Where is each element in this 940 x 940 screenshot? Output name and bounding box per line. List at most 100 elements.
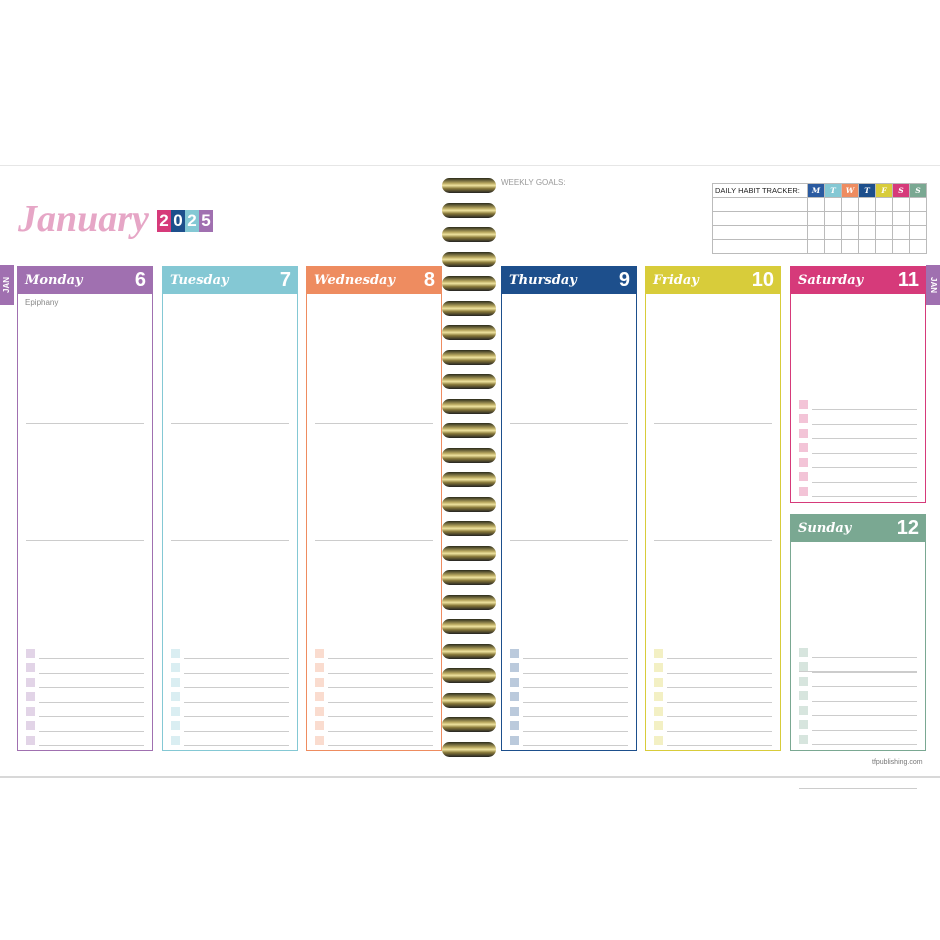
- checklist-item[interactable]: [510, 675, 628, 689]
- checklist-item[interactable]: [654, 661, 772, 675]
- checkbox[interactable]: [654, 663, 663, 672]
- checklist-item[interactable]: [510, 661, 628, 675]
- checkbox[interactable]: [26, 692, 35, 701]
- checkbox[interactable]: [799, 647, 808, 657]
- habit-check-cell[interactable]: [858, 211, 876, 226]
- checkbox[interactable]: [171, 706, 180, 716]
- checkbox[interactable]: [171, 735, 180, 745]
- habit-name-cell[interactable]: [712, 197, 808, 212]
- checkbox[interactable]: [654, 692, 663, 701]
- checklist-item[interactable]: [510, 690, 628, 704]
- habit-check-cell[interactable]: [875, 239, 893, 254]
- habit-name-cell[interactable]: [712, 211, 808, 226]
- checkbox[interactable]: [315, 677, 324, 687]
- checklist-item[interactable]: [315, 719, 433, 733]
- checkbox[interactable]: [315, 735, 324, 745]
- checklist-item[interactable]: [315, 690, 433, 704]
- checkbox[interactable]: [26, 663, 35, 672]
- checklist-item[interactable]: [799, 426, 917, 440]
- checkbox[interactable]: [171, 648, 180, 658]
- checkbox[interactable]: [26, 721, 35, 730]
- checkbox[interactable]: [510, 721, 519, 730]
- day-box-thursday[interactable]: Thursday 9: [501, 266, 637, 751]
- checklist-item[interactable]: [171, 675, 289, 689]
- day-box-friday[interactable]: Friday 10: [645, 266, 781, 751]
- checkbox[interactable]: [510, 663, 519, 672]
- checkbox[interactable]: [510, 648, 519, 658]
- habit-check-cell[interactable]: [841, 239, 859, 254]
- checkbox[interactable]: [799, 705, 808, 715]
- checklist-item[interactable]: [26, 646, 144, 660]
- checkbox[interactable]: [26, 735, 35, 745]
- checklist-item[interactable]: [799, 660, 917, 674]
- habit-check-cell[interactable]: [892, 225, 910, 240]
- checklist-item[interactable]: [654, 704, 772, 718]
- habit-check-cell[interactable]: [824, 211, 842, 226]
- day-box-monday[interactable]: Monday 6 Epiphany: [17, 266, 153, 751]
- checkbox[interactable]: [510, 735, 519, 745]
- checklist-item[interactable]: [799, 484, 917, 498]
- checkbox[interactable]: [799, 676, 808, 686]
- checklist-item[interactable]: [654, 719, 772, 733]
- checkbox[interactable]: [799, 443, 808, 452]
- checklist-item[interactable]: [26, 661, 144, 675]
- checkbox[interactable]: [799, 472, 808, 481]
- checklist-item[interactable]: [799, 674, 917, 688]
- habit-check-cell[interactable]: [909, 211, 927, 226]
- habit-check-cell[interactable]: [875, 225, 893, 240]
- habit-check-cell[interactable]: [807, 225, 825, 240]
- checklist-item[interactable]: [510, 704, 628, 718]
- habit-check-cell[interactable]: [807, 197, 825, 212]
- checkbox[interactable]: [799, 734, 808, 744]
- checkbox[interactable]: [315, 663, 324, 672]
- checkbox[interactable]: [654, 648, 663, 658]
- checkbox[interactable]: [171, 677, 180, 687]
- habit-check-cell[interactable]: [824, 239, 842, 254]
- day-box-sunday[interactable]: Sunday 12: [790, 514, 926, 789]
- checklist-item[interactable]: [26, 675, 144, 689]
- habit-name-cell[interactable]: [712, 239, 808, 254]
- checkbox[interactable]: [315, 692, 324, 701]
- day-box-wednesday[interactable]: Wednesday 8: [306, 266, 442, 751]
- checklist-item[interactable]: [799, 412, 917, 426]
- checkbox[interactable]: [654, 677, 663, 687]
- habit-check-cell[interactable]: [875, 211, 893, 226]
- checklist-item[interactable]: [654, 646, 772, 660]
- day-box-tuesday[interactable]: Tuesday 7: [162, 266, 298, 751]
- habit-check-cell[interactable]: [892, 211, 910, 226]
- checklist-item[interactable]: [315, 704, 433, 718]
- month-tab-left[interactable]: JAN: [0, 265, 14, 305]
- checklist-item[interactable]: [654, 675, 772, 689]
- habit-check-cell[interactable]: [807, 239, 825, 254]
- habit-check-cell[interactable]: [858, 239, 876, 254]
- checklist-item[interactable]: [26, 719, 144, 733]
- checklist-item[interactable]: [26, 704, 144, 718]
- checkbox[interactable]: [171, 692, 180, 701]
- checklist-item[interactable]: [654, 690, 772, 704]
- checklist-item[interactable]: [315, 675, 433, 689]
- habit-check-cell[interactable]: [841, 211, 859, 226]
- checkbox[interactable]: [510, 677, 519, 687]
- checkbox[interactable]: [654, 721, 663, 730]
- habit-check-cell[interactable]: [807, 211, 825, 226]
- checklist-item[interactable]: [171, 704, 289, 718]
- habit-check-cell[interactable]: [841, 197, 859, 212]
- habit-check-cell[interactable]: [909, 225, 927, 240]
- checkbox[interactable]: [654, 706, 663, 716]
- checkbox[interactable]: [510, 692, 519, 701]
- checklist-item[interactable]: [799, 455, 917, 469]
- checklist-item[interactable]: [799, 441, 917, 455]
- habit-check-cell[interactable]: [824, 225, 842, 240]
- checkbox[interactable]: [799, 428, 808, 438]
- habit-check-cell[interactable]: [909, 239, 927, 254]
- checkbox[interactable]: [799, 486, 808, 496]
- habit-check-cell[interactable]: [909, 197, 927, 212]
- habit-check-cell[interactable]: [841, 225, 859, 240]
- checklist-item[interactable]: [510, 733, 628, 747]
- habit-check-cell[interactable]: [824, 197, 842, 212]
- checkbox[interactable]: [315, 706, 324, 716]
- checklist-item[interactable]: [26, 733, 144, 747]
- checkbox[interactable]: [799, 691, 808, 700]
- checklist-item[interactable]: [799, 397, 917, 411]
- checklist-item[interactable]: [315, 733, 433, 747]
